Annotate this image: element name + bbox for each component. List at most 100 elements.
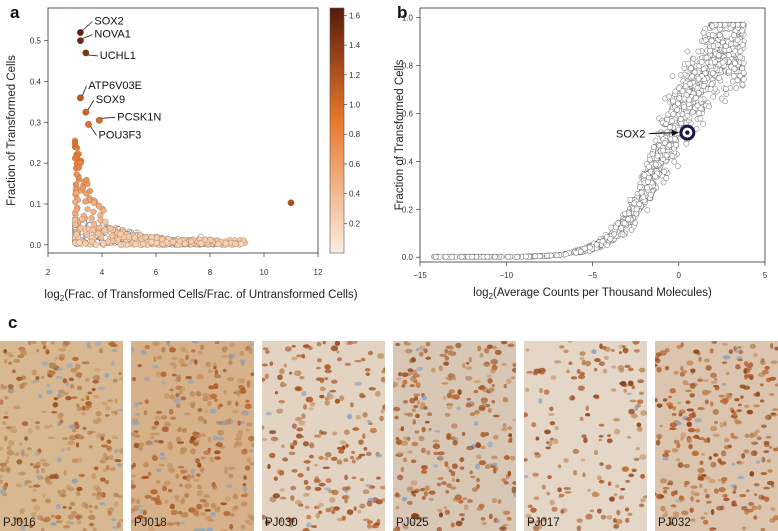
- data-point: [706, 103, 713, 110]
- data-point: [707, 47, 713, 54]
- stained-nucleus: [246, 345, 251, 350]
- stained-nucleus: [74, 363, 81, 370]
- data-point: [96, 224, 103, 232]
- stained-nucleus: [611, 365, 616, 369]
- data-point: [93, 241, 100, 248]
- stained-nucleus: [659, 478, 668, 484]
- stained-nucleus: [753, 353, 758, 358]
- stained-nucleus: [751, 441, 759, 445]
- ihc-tile: PJ016: [0, 341, 123, 531]
- stained-nucleus: [138, 401, 144, 405]
- stained-nucleus: [88, 504, 93, 509]
- stained-nucleus: [41, 341, 47, 346]
- y-tick-label-b: 0.4: [402, 157, 414, 166]
- stained-nucleus: [549, 406, 554, 412]
- stained-nucleus: [655, 433, 663, 439]
- stained-nucleus: [673, 439, 680, 444]
- stained-nucleus: [624, 507, 630, 512]
- stained-nucleus: [244, 465, 251, 471]
- data-point: [666, 93, 672, 100]
- stained-nucleus: [705, 493, 710, 499]
- stained-nucleus: [325, 507, 332, 513]
- ihc-texture: [0, 341, 123, 531]
- stained-nucleus: [753, 483, 760, 487]
- stained-nucleus: [119, 448, 123, 454]
- stained-nucleus: [753, 515, 758, 520]
- data-point: [636, 184, 643, 190]
- stained-nucleus: [167, 489, 173, 493]
- stained-nucleus: [677, 401, 682, 405]
- stained-nucleus: [214, 456, 221, 460]
- data-point: [627, 197, 633, 203]
- stained-nucleus: [379, 415, 384, 422]
- stained-nucleus: [491, 497, 498, 504]
- stained-nucleus: [549, 499, 555, 506]
- stained-nucleus: [84, 503, 89, 510]
- stained-nucleus: [177, 426, 182, 433]
- stained-nucleus: [507, 470, 512, 477]
- stained-nucleus: [295, 416, 302, 422]
- stained-nucleus: [750, 450, 758, 457]
- data-point: [238, 240, 245, 247]
- data-point: [79, 184, 87, 191]
- stained-nucleus: [196, 473, 201, 477]
- stained-nucleus: [628, 473, 635, 478]
- stained-nucleus: [113, 492, 119, 498]
- stained-nucleus: [443, 361, 449, 366]
- data-point: [719, 59, 726, 66]
- stained-nucleus: [502, 510, 511, 515]
- stained-nucleus: [278, 400, 286, 404]
- stained-nucleus: [185, 375, 193, 380]
- stained-nucleus: [223, 469, 229, 475]
- stained-nucleus: [478, 460, 487, 466]
- stained-nucleus: [680, 365, 684, 372]
- data-point: [573, 249, 580, 256]
- stained-nucleus: [107, 510, 112, 516]
- stained-nucleus: [625, 517, 630, 523]
- stained-nucleus: [705, 500, 712, 504]
- stained-nucleus: [354, 381, 362, 386]
- stained-nucleus: [289, 371, 293, 375]
- stained-nucleus: [204, 509, 212, 512]
- stained-nucleus: [480, 517, 486, 521]
- stained-nucleus: [44, 498, 52, 504]
- stained-nucleus: [640, 473, 646, 479]
- stained-nucleus: [423, 406, 428, 410]
- stained-nucleus: [700, 516, 706, 520]
- stained-nucleus: [697, 407, 705, 411]
- stained-nucleus: [199, 344, 205, 351]
- stained-nucleus: [402, 457, 408, 463]
- y-tick-label-a: 0.4: [30, 78, 42, 87]
- stained-nucleus: [455, 342, 462, 349]
- data-point: [562, 251, 569, 258]
- stained-nucleus: [262, 363, 268, 367]
- stained-nucleus: [99, 477, 106, 482]
- stained-nucleus: [492, 414, 500, 418]
- x-tick-label-a: 8: [208, 268, 213, 277]
- stained-nucleus: [535, 436, 540, 441]
- stained-nucleus: [567, 341, 573, 344]
- stained-nucleus: [225, 496, 231, 502]
- stained-nucleus: [71, 458, 80, 463]
- data-point: [697, 96, 704, 103]
- stained-nucleus: [659, 350, 667, 356]
- stained-nucleus: [155, 480, 161, 484]
- stained-nucleus: [301, 353, 306, 359]
- stained-nucleus: [154, 415, 162, 421]
- stained-nucleus: [193, 478, 200, 482]
- stained-nucleus: [131, 485, 136, 489]
- stained-nucleus: [18, 442, 23, 446]
- stained-nucleus: [270, 436, 279, 442]
- stained-nucleus: [368, 422, 373, 426]
- stained-nucleus: [262, 425, 265, 430]
- stained-nucleus: [617, 364, 625, 371]
- stained-nucleus: [204, 515, 213, 521]
- stained-nucleus: [205, 396, 213, 401]
- stained-nucleus: [27, 427, 33, 434]
- stained-nucleus: [681, 510, 689, 516]
- stained-nucleus: [426, 450, 431, 455]
- data-point: [608, 224, 614, 231]
- data-point: [677, 116, 684, 122]
- data-point: [684, 48, 691, 55]
- stained-nucleus: [568, 361, 573, 366]
